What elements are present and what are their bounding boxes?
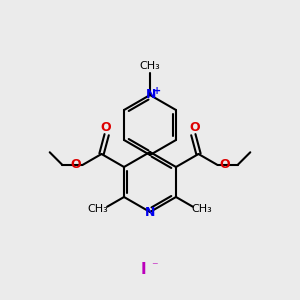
Text: O: O [219, 158, 230, 170]
Text: ⁻: ⁻ [151, 260, 157, 274]
Text: CH₃: CH₃ [191, 204, 212, 214]
Text: I: I [140, 262, 146, 278]
Text: O: O [70, 158, 81, 170]
Text: +: + [153, 86, 161, 96]
Text: CH₃: CH₃ [140, 61, 160, 71]
Text: CH₃: CH₃ [88, 204, 109, 214]
Text: N: N [145, 206, 155, 220]
Text: O: O [189, 121, 200, 134]
Text: O: O [100, 121, 111, 134]
Text: N: N [146, 88, 156, 100]
